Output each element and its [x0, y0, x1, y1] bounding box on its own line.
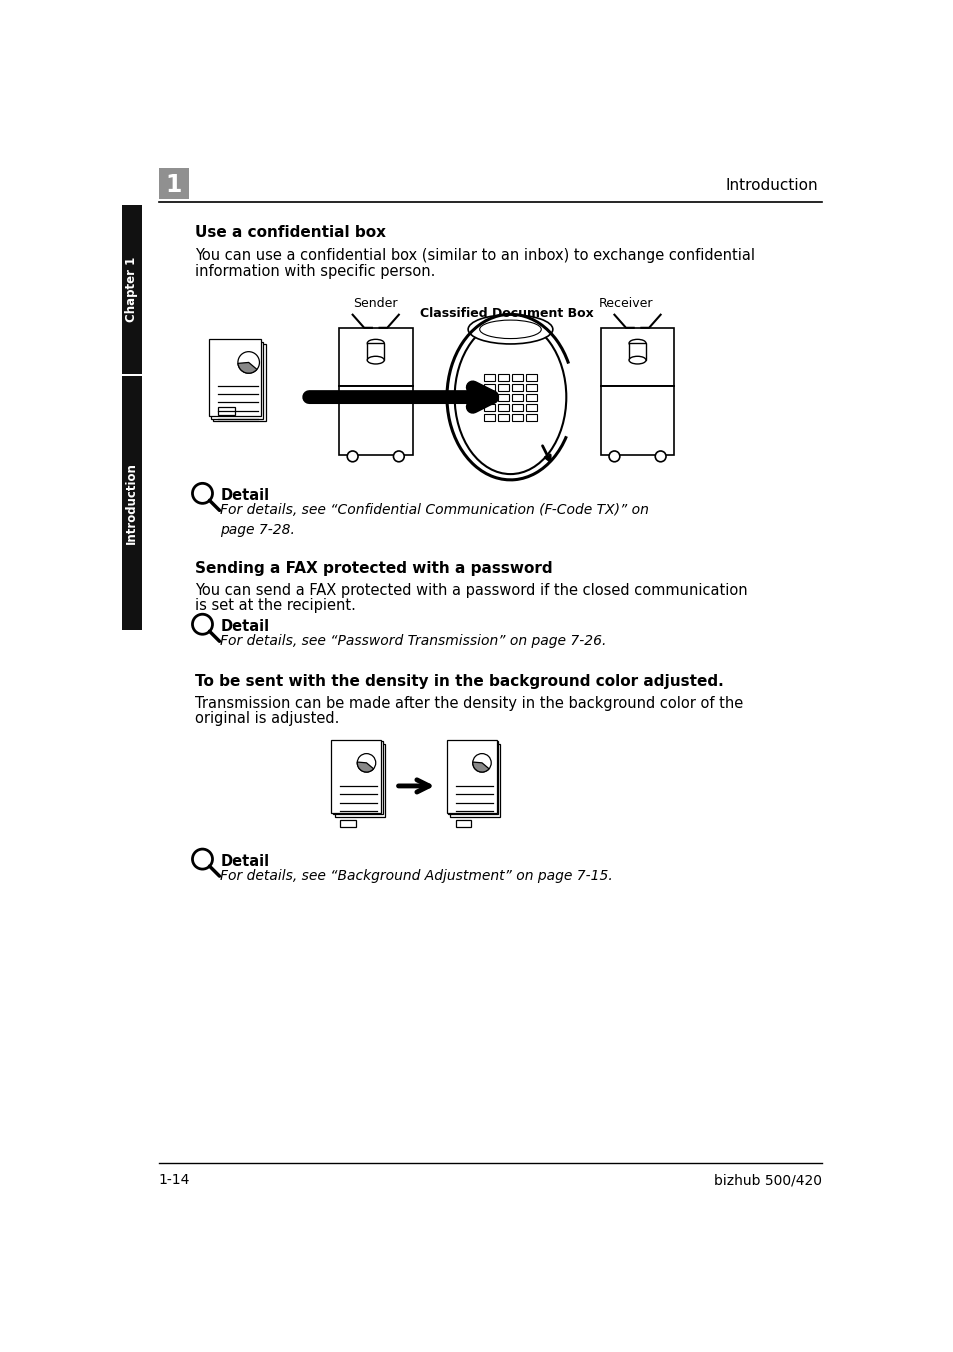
FancyBboxPatch shape: [600, 327, 674, 385]
Text: Classified Document Box: Classified Document Box: [419, 307, 593, 320]
FancyBboxPatch shape: [331, 740, 381, 813]
Text: 1: 1: [166, 173, 182, 196]
FancyBboxPatch shape: [525, 414, 537, 420]
Ellipse shape: [367, 357, 384, 364]
FancyBboxPatch shape: [497, 404, 509, 411]
FancyBboxPatch shape: [628, 343, 645, 360]
FancyBboxPatch shape: [121, 204, 141, 375]
FancyBboxPatch shape: [497, 384, 509, 391]
Text: information with specific person.: information with specific person.: [194, 264, 435, 279]
FancyBboxPatch shape: [497, 393, 509, 402]
Ellipse shape: [367, 339, 384, 347]
FancyBboxPatch shape: [511, 414, 522, 420]
FancyBboxPatch shape: [511, 375, 522, 381]
FancyBboxPatch shape: [511, 384, 522, 391]
Text: For details, see “Confidential Communication (F-Code TX)” on
page 7-28.: For details, see “Confidential Communica…: [220, 503, 648, 537]
Text: Chapter 1: Chapter 1: [125, 257, 138, 322]
FancyBboxPatch shape: [158, 169, 190, 199]
FancyBboxPatch shape: [483, 404, 495, 411]
Text: Detail: Detail: [220, 488, 269, 503]
Text: To be sent with the density in the background color adjusted.: To be sent with the density in the backg…: [194, 675, 722, 690]
Wedge shape: [473, 763, 489, 772]
FancyBboxPatch shape: [340, 819, 355, 827]
FancyBboxPatch shape: [446, 740, 497, 813]
FancyBboxPatch shape: [497, 414, 509, 420]
Text: is set at the recipient.: is set at the recipient.: [194, 598, 355, 612]
Circle shape: [347, 452, 357, 462]
Text: bizhub 500/420: bizhub 500/420: [714, 1174, 821, 1187]
FancyBboxPatch shape: [217, 407, 234, 415]
Circle shape: [193, 849, 213, 869]
FancyBboxPatch shape: [483, 393, 495, 402]
FancyBboxPatch shape: [525, 404, 537, 411]
FancyBboxPatch shape: [367, 343, 384, 360]
FancyBboxPatch shape: [525, 393, 537, 402]
Circle shape: [356, 753, 375, 772]
FancyBboxPatch shape: [450, 744, 500, 817]
Circle shape: [608, 452, 619, 462]
FancyBboxPatch shape: [338, 327, 413, 385]
Circle shape: [473, 753, 491, 772]
FancyBboxPatch shape: [600, 385, 674, 454]
FancyBboxPatch shape: [121, 376, 141, 630]
Text: Detail: Detail: [220, 853, 269, 869]
Text: Use a confidential box: Use a confidential box: [194, 226, 385, 241]
Text: Sender: Sender: [354, 297, 397, 310]
Text: Transmission can be made after the density in the background color of the: Transmission can be made after the densi…: [194, 696, 742, 711]
FancyBboxPatch shape: [456, 819, 471, 827]
Text: 1-14: 1-14: [158, 1174, 190, 1187]
Text: Introduction: Introduction: [725, 178, 818, 193]
Wedge shape: [237, 362, 256, 373]
FancyBboxPatch shape: [333, 741, 382, 814]
Text: Introduction: Introduction: [125, 462, 138, 545]
FancyBboxPatch shape: [338, 385, 413, 454]
Circle shape: [237, 352, 259, 373]
Wedge shape: [356, 763, 374, 772]
Text: Receiver: Receiver: [598, 297, 653, 310]
Circle shape: [193, 614, 213, 634]
FancyBboxPatch shape: [497, 375, 509, 381]
Circle shape: [193, 483, 213, 503]
FancyBboxPatch shape: [213, 343, 265, 420]
Text: You can use a confidential box (similar to an inbox) to exchange confidential: You can use a confidential box (similar …: [194, 249, 754, 264]
Ellipse shape: [628, 357, 645, 364]
FancyBboxPatch shape: [209, 339, 261, 416]
Ellipse shape: [455, 320, 566, 475]
Text: Detail: Detail: [220, 619, 269, 634]
Ellipse shape: [479, 320, 540, 338]
FancyBboxPatch shape: [483, 384, 495, 391]
FancyBboxPatch shape: [525, 375, 537, 381]
Ellipse shape: [628, 339, 645, 347]
Text: Sending a FAX protected with a password: Sending a FAX protected with a password: [194, 561, 552, 576]
FancyBboxPatch shape: [211, 342, 263, 419]
FancyBboxPatch shape: [511, 404, 522, 411]
Ellipse shape: [468, 315, 552, 343]
FancyBboxPatch shape: [335, 744, 385, 817]
FancyBboxPatch shape: [483, 414, 495, 420]
FancyBboxPatch shape: [525, 384, 537, 391]
FancyBboxPatch shape: [483, 375, 495, 381]
Text: You can send a FAX protected with a password if the closed communication: You can send a FAX protected with a pass…: [194, 583, 746, 598]
Text: For details, see “Password Transmission” on page 7-26.: For details, see “Password Transmission”…: [220, 634, 606, 648]
FancyBboxPatch shape: [448, 741, 497, 814]
Text: original is adjusted.: original is adjusted.: [194, 711, 339, 726]
Circle shape: [393, 452, 404, 462]
FancyBboxPatch shape: [511, 393, 522, 402]
Text: For details, see “Background Adjustment” on page 7-15.: For details, see “Background Adjustment”…: [220, 869, 612, 883]
Circle shape: [655, 452, 665, 462]
